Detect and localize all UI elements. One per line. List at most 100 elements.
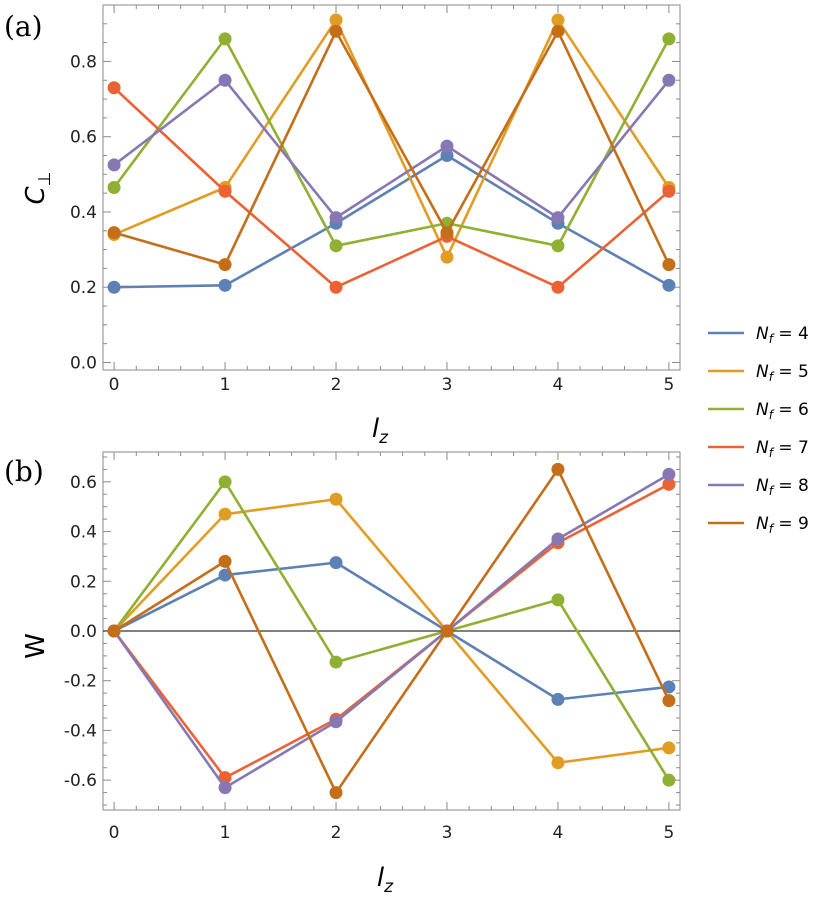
panel-a-ticks: 0 1 2 3 4 5 0.0 0.2 0.4 0.6 0.8: [70, 4, 680, 395]
panel-a-series-line: [113, 18, 670, 259]
panel-a-data-point: [662, 258, 676, 272]
panel-a-series: [107, 13, 676, 294]
panel-a-data-point: [329, 24, 343, 38]
panel-a-xlabel-main: l: [372, 414, 380, 444]
panel-b-xlabel-sub: z: [383, 877, 394, 897]
panel-a-series-line: [114, 154, 670, 289]
panel-a-series-line: [113, 78, 670, 219]
panel-a-data-point: [440, 226, 454, 240]
panel-a-data-point: [107, 280, 121, 294]
panel-b-series-line: [113, 561, 670, 701]
panel-b-data-point: [662, 680, 676, 694]
panel-a-series-line: [113, 86, 670, 289]
legend-sub: f: [769, 408, 775, 422]
panel-b: (b) 0 1 2 3 4 5 -0.6 -0.4 -0.2 0.0 0.2 0.4 0.6 W lz: [4, 451, 681, 897]
panel-a-data-point: [329, 280, 343, 294]
legend-sub: f: [769, 370, 775, 384]
legend-value: = 5: [773, 362, 809, 382]
panel-a-data-point: [107, 158, 121, 172]
legend-value: = 4: [773, 324, 809, 344]
panel-a-xtick-label: 0: [109, 375, 120, 395]
legend-label: Nf = 7: [756, 438, 809, 460]
panel-b-data-point: [662, 694, 676, 708]
panel-a-data-point: [329, 211, 343, 225]
panel-a-data-point: [329, 239, 343, 253]
legend-symbol: N: [756, 324, 769, 344]
legend-entry-8: Nf = 8: [708, 476, 809, 498]
panel-b-data-point: [662, 477, 676, 491]
panel-a-xtick-label: 5: [663, 375, 674, 395]
panel-a-xtick-label: 4: [553, 375, 564, 395]
panel-b-data-point: [329, 715, 343, 729]
legend-label: Nf = 6: [756, 400, 809, 422]
panel-a-data-point: [662, 32, 676, 46]
panel-a-data-point: [662, 278, 676, 292]
legend-symbol: N: [756, 514, 769, 534]
panel-a-data-point: [551, 280, 565, 294]
panel-a-data-point: [107, 81, 121, 95]
panel-b-data-point: [329, 556, 343, 570]
panel-a-data-point: [218, 258, 232, 272]
panel-a-xtick-label: 2: [331, 375, 342, 395]
legend-label: Nf = 5: [756, 362, 809, 384]
panel-a-xtick-label: 1: [220, 375, 231, 395]
panel-a-series-5: [107, 13, 676, 264]
panel-b-xtick-label: 2: [331, 823, 342, 843]
panel-b-data-point: [440, 624, 454, 638]
panel-a-label: (a): [4, 10, 43, 43]
panel-b-series: [107, 462, 676, 800]
panel-a-frame: [102, 4, 681, 371]
panel-b-data-point: [551, 532, 565, 546]
panel-b-ylabel-main: W: [21, 633, 51, 659]
panel-b-ytick-label: -0.2: [64, 672, 97, 692]
legend-sub: f: [769, 332, 775, 346]
panel-a-series-line: [113, 37, 671, 248]
legend: Nf = 4Nf = 5Nf = 6Nf = 7Nf = 8Nf = 9: [708, 324, 809, 536]
legend-symbol: N: [756, 362, 769, 382]
panel-a-data-point: [662, 73, 676, 87]
panel-a-series-8: [107, 73, 676, 225]
panel-a-ytick-label: 0.6: [70, 128, 97, 148]
panel-b-data-point: [218, 781, 232, 795]
legend-value: = 6: [773, 400, 809, 420]
panel-a-ylabel-main: C: [21, 185, 51, 204]
panel-b-data-point: [107, 624, 121, 638]
legend-sub: f: [769, 446, 775, 460]
panel-a-data-point: [551, 24, 565, 38]
panel-b-data-point: [218, 568, 232, 582]
panel-b-xtick-label: 5: [663, 823, 674, 843]
panel-a-data-point: [218, 73, 232, 87]
panel-a-ylabel-sub: ⊥: [35, 172, 55, 187]
panel-a-data-point: [218, 278, 232, 292]
legend-sub: f: [769, 484, 775, 498]
panel-a-xlabel-sub: z: [378, 428, 389, 448]
panel-b-series-9: [107, 462, 676, 800]
panel-a-data-point: [218, 184, 232, 198]
panel-a-data-point: [107, 226, 121, 240]
panel-a-data-point: [440, 250, 454, 264]
legend-entry-5: Nf = 5: [708, 362, 809, 384]
panel-b-label: (b): [4, 455, 44, 488]
legend-label: Nf = 8: [756, 476, 809, 498]
legend-entry-6: Nf = 6: [708, 400, 809, 422]
panel-b-data-point: [218, 507, 232, 521]
panel-a-data-point: [662, 184, 676, 198]
panel-b-series-line: [113, 480, 671, 781]
panel-b-data-point: [662, 741, 676, 755]
panel-a-ytick-label: 0.4: [70, 203, 97, 223]
legend-label: Nf = 4: [756, 324, 809, 346]
legend-value: = 7: [773, 438, 809, 458]
panel-a-series-4: [107, 149, 676, 294]
legend-sub: f: [769, 522, 775, 536]
panel-a-data-point: [218, 32, 232, 46]
panel-a-data-point: [440, 139, 454, 153]
panel-a-ytick-label: 0.2: [70, 278, 97, 298]
panel-b-series-line: [113, 497, 670, 765]
panel-a: (a) 0 1 2 3 4 5 0.0 0.2 0.4 0.6 0.8 C⊥ lz: [4, 4, 681, 448]
panel-a-data-point: [440, 149, 454, 163]
panel-b-data-point: [551, 692, 565, 706]
panel-b-ytick-label: 0.2: [70, 572, 97, 592]
legend-label: Nf = 9: [756, 514, 809, 536]
panel-b-data-point: [218, 475, 232, 489]
legend-symbol: N: [756, 400, 769, 420]
